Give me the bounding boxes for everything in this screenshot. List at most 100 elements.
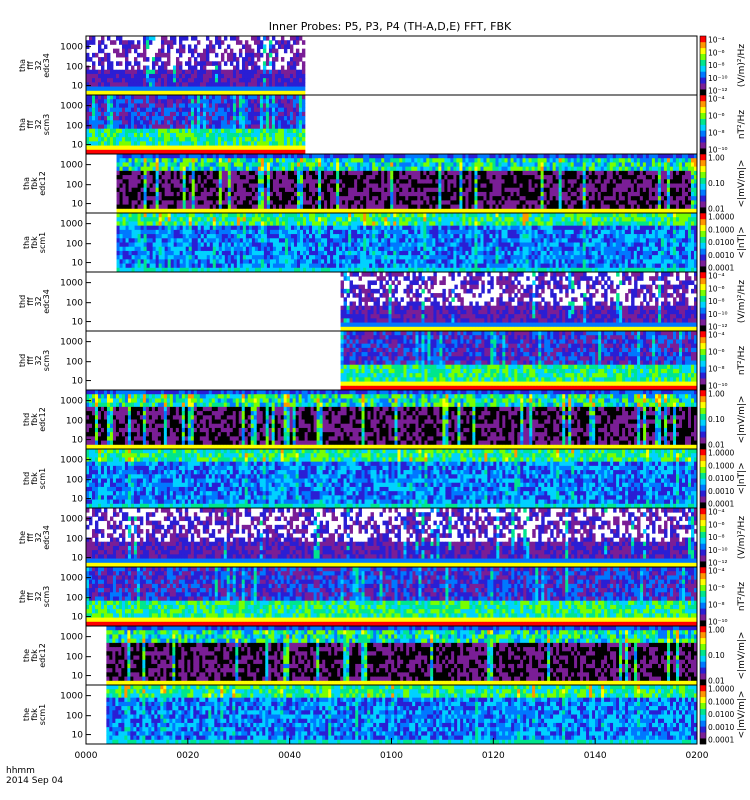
heatmap-cell <box>178 73 183 79</box>
heatmap-cell <box>286 99 291 104</box>
heatmap-cell <box>357 154 361 159</box>
heatmap-cell <box>678 187 683 193</box>
heatmap-cell <box>477 187 481 193</box>
heatmap-cell <box>199 120 204 125</box>
heatmap-cell <box>495 183 499 189</box>
heatmap-cell <box>98 78 102 83</box>
heatmap-cell <box>92 99 96 104</box>
heatmap-cell <box>208 44 213 50</box>
heatmap-cell <box>339 204 343 210</box>
heatmap-cell <box>268 82 273 87</box>
heatmap-cell <box>271 82 276 87</box>
heatmap-cell <box>127 78 132 83</box>
heatmap-cell <box>130 145 135 151</box>
heatmap-cell <box>166 90 171 96</box>
heatmap-cell <box>287 166 292 172</box>
heatmap-cell <box>435 183 439 189</box>
heatmap-cell <box>292 116 297 121</box>
heatmap-cell <box>600 154 605 159</box>
heatmap-cell <box>573 187 578 193</box>
heatmap-cell <box>154 73 159 79</box>
heatmap-cell <box>205 103 210 109</box>
heatmap-cell <box>546 208 551 214</box>
heatmap-cell <box>318 175 322 180</box>
heatmap-cell <box>143 183 148 189</box>
heatmap-cell <box>283 132 288 138</box>
heatmap-cell <box>675 196 680 201</box>
heatmap-cell <box>669 204 674 210</box>
heatmap-cell <box>289 44 294 50</box>
heatmap-cell <box>309 187 313 193</box>
heatmap-cell <box>233 154 238 159</box>
heatmap-cell <box>193 57 198 62</box>
heatmap-cell <box>154 132 159 138</box>
heatmap-cell <box>104 141 108 146</box>
heatmap-cell <box>185 158 190 163</box>
heatmap-cell <box>98 95 102 100</box>
heatmap-cell <box>235 137 240 142</box>
heatmap-cell <box>271 78 276 83</box>
heatmap-cell <box>223 107 228 113</box>
heatmap-cell <box>309 204 313 210</box>
heatmap-cell <box>292 132 297 138</box>
heatmap-cell <box>191 263 196 269</box>
heatmap-cell <box>257 162 262 168</box>
heatmap-cell <box>312 208 316 214</box>
heatmap-cell <box>681 158 686 163</box>
heatmap-cell <box>561 179 566 184</box>
heatmap-cell <box>106 36 111 41</box>
heatmap-cell <box>104 107 108 113</box>
heatmap-cell <box>639 204 644 210</box>
heatmap-cell <box>262 65 267 71</box>
heatmap-cell <box>269 208 274 214</box>
heatmap-cell <box>191 175 196 180</box>
heatmap-cell <box>342 191 346 197</box>
heatmap-cell <box>131 267 135 273</box>
heatmap-cell <box>468 208 472 214</box>
heatmap-cell <box>145 107 150 113</box>
heatmap-cell <box>606 200 611 205</box>
heatmap-cell <box>357 175 361 180</box>
heatmap-cell <box>238 132 243 138</box>
heatmap-cell <box>438 191 442 197</box>
heatmap-cell <box>250 78 255 83</box>
heatmap-cell <box>513 154 517 159</box>
heatmap-cell <box>208 90 213 96</box>
heatmap-cell <box>468 187 472 193</box>
heatmap-cell <box>131 175 135 180</box>
heatmap-cell <box>134 234 139 239</box>
heatmap-cell <box>161 162 166 168</box>
heatmap-cell <box>92 52 96 58</box>
heatmap-cell <box>229 99 234 104</box>
heatmap-cell <box>191 162 196 168</box>
heatmap-cell <box>130 95 135 100</box>
heatmap-cell <box>576 166 581 172</box>
heatmap-cell <box>95 116 99 121</box>
heatmap-cell <box>594 179 599 184</box>
heatmap-cell <box>140 166 145 172</box>
heatmap-cell <box>208 145 213 151</box>
heatmap-cell <box>139 82 144 87</box>
heatmap-cell <box>555 170 560 176</box>
heatmap-cell <box>209 154 214 159</box>
heatmap-cell <box>342 154 346 159</box>
heatmap-cell <box>218 208 223 214</box>
heatmap-cell <box>241 149 246 155</box>
heatmap-cell <box>232 111 237 117</box>
heatmap-cell <box>217 61 222 66</box>
heatmap-cell <box>615 191 620 197</box>
y-tick-label: 1000 <box>60 161 83 171</box>
heatmap-cell <box>166 141 171 146</box>
heatmap-cell <box>143 187 148 193</box>
heatmap-cell <box>390 166 394 172</box>
heatmap-cell <box>275 204 280 210</box>
heatmap-cell <box>633 191 638 197</box>
heatmap-cell <box>268 86 273 92</box>
heatmap-cell <box>256 65 261 71</box>
heatmap-cell <box>121 124 126 130</box>
heatmap-cell <box>627 170 632 176</box>
heatmap-cell <box>579 204 584 210</box>
heatmap-cell <box>501 200 505 205</box>
heatmap-cell <box>227 208 232 214</box>
heatmap-cell <box>200 162 205 168</box>
